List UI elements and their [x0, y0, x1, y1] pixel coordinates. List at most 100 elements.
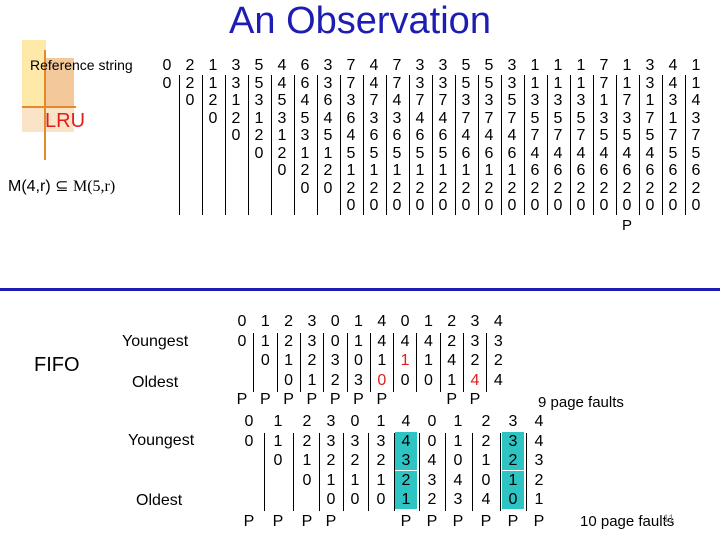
- stack-cell: 5: [438, 144, 448, 162]
- stack-cell: 3: [415, 74, 425, 92]
- column-separator: [439, 333, 441, 392]
- stack-cell: 5: [553, 109, 563, 127]
- stack-cell: 2: [300, 162, 310, 179]
- stack-cell: 0: [369, 197, 379, 214]
- stack-cell: 2: [231, 109, 241, 127]
- stack-cell: 5: [254, 74, 264, 92]
- stack-cell: 7: [369, 92, 379, 109]
- fifo3-fault-marker: P: [259, 391, 271, 408]
- fifo4-frame-cell: 3: [350, 432, 360, 450]
- stack-cell: 1: [300, 144, 310, 162]
- stack-cell: 3: [254, 92, 264, 109]
- fifo3-ref-value: 2: [447, 313, 457, 330]
- stack-cell: 2: [392, 179, 402, 197]
- stack-cell: 0: [507, 197, 517, 214]
- stack-cell: 0: [185, 92, 195, 109]
- stack-cell: 2: [208, 92, 218, 109]
- fifo4-ref-value: 1: [273, 413, 283, 430]
- fifo4-frame-cell: 2: [427, 491, 437, 508]
- fifo3-frame-cell: 0: [237, 332, 247, 350]
- divider: [0, 288, 720, 291]
- fifo4-frame-cell: 0: [453, 452, 463, 469]
- fifo4-fault-marker: P: [507, 512, 519, 530]
- fifo4-frame-cell: 1: [508, 471, 518, 489]
- fifo3-fault-marker: P: [329, 391, 341, 408]
- stack-cell: 5: [415, 144, 425, 162]
- fifo4-frame-cell: 3: [376, 432, 386, 450]
- ref-value: 2: [185, 57, 195, 74]
- ref-value: 7: [346, 57, 356, 74]
- stack-cell: 3: [323, 74, 333, 92]
- stack-cell: 0: [668, 197, 678, 214]
- ref-value: 1: [208, 57, 218, 74]
- ref-value: 1: [622, 57, 632, 74]
- column-separator: [263, 433, 265, 511]
- fifo4-frame-cell: 2: [401, 471, 411, 489]
- stack-cell: 6: [415, 127, 425, 144]
- fifo4-frame-cell: 1: [453, 432, 463, 450]
- ref-value: 6: [300, 57, 310, 74]
- fifo4-frame-cell: 0: [376, 491, 386, 508]
- stack-cell: 7: [507, 109, 517, 127]
- stack-cell: 5: [392, 144, 402, 162]
- stack-cell: 6: [576, 162, 586, 179]
- fifo3-frame-cell: 4: [377, 332, 387, 350]
- stack-cell: 4: [668, 74, 678, 92]
- column-separator: [593, 75, 594, 215]
- ref-value: 5: [461, 57, 471, 74]
- ref-value: 4: [369, 57, 379, 74]
- ref-value: 5: [484, 57, 494, 74]
- fifo3-fault-marker: P: [236, 391, 248, 408]
- stack-cell: 3: [668, 92, 678, 109]
- stack-cell: 0: [461, 197, 471, 214]
- column-separator: [499, 433, 501, 511]
- fifo4-frame-cell: 2: [350, 452, 360, 469]
- stack-cell: 0: [300, 179, 310, 197]
- column-separator: [343, 433, 344, 511]
- stack-cell: 3: [346, 92, 356, 109]
- stack-cell: 5: [576, 109, 586, 127]
- fifo3-fault-marker: P: [353, 391, 364, 408]
- stack-cell: 0: [691, 197, 701, 214]
- stack-cell: 0: [530, 197, 540, 214]
- fifo3-frame-cell: 2: [447, 332, 457, 350]
- fifo4-frame-cell: 0: [302, 471, 312, 489]
- fifo4-frame-cell: 0: [481, 471, 491, 489]
- stack-cell: 3: [392, 109, 402, 127]
- stack-cell: 1: [668, 109, 678, 127]
- fifo3-ref-value: 3: [470, 313, 480, 330]
- column-separator: [317, 75, 318, 215]
- stack-cell: 4: [507, 127, 517, 144]
- stack-cell: 7: [691, 127, 701, 144]
- ref-value: 5: [254, 57, 264, 74]
- fifo3-frame-cell: 0: [260, 352, 270, 369]
- stack-cell: 1: [231, 92, 241, 109]
- stack-cell: 0: [208, 109, 218, 127]
- stack-cell: 1: [622, 74, 632, 92]
- fifo4-frame-cell: 1: [376, 471, 386, 489]
- lru-fault-marker: P: [621, 216, 632, 234]
- stack-cell: 6: [392, 127, 402, 144]
- stack-cell: 0: [599, 197, 609, 214]
- stack-cell: 1: [691, 74, 701, 92]
- fifo4-frame-cell: 1: [534, 491, 544, 508]
- stack-cell: 6: [507, 144, 517, 162]
- stack-cell: 2: [530, 179, 540, 197]
- stack-cell: 7: [668, 127, 678, 144]
- column-separator: [524, 75, 525, 215]
- fifo3-frame-cell: 0: [400, 371, 410, 389]
- stack-cell: 4: [484, 127, 494, 144]
- ref-value: 3: [323, 57, 333, 74]
- stack-cell: 5: [300, 109, 310, 127]
- fifo3-ref-value: 1: [260, 313, 270, 330]
- stack-cell: 1: [507, 162, 517, 179]
- fifo3-frame-cell: 2: [493, 352, 503, 369]
- stack-cell: 6: [346, 109, 356, 127]
- subset-symbol: ⊆: [55, 178, 69, 195]
- stack-cell: 4: [300, 92, 310, 109]
- stack-cell: 7: [576, 127, 586, 144]
- fifo3-frame-cell: 2: [470, 352, 480, 369]
- fifo3-frame-cell: 3: [330, 352, 340, 369]
- stack-cell: 4: [438, 109, 448, 127]
- stack-cell: 4: [691, 92, 701, 109]
